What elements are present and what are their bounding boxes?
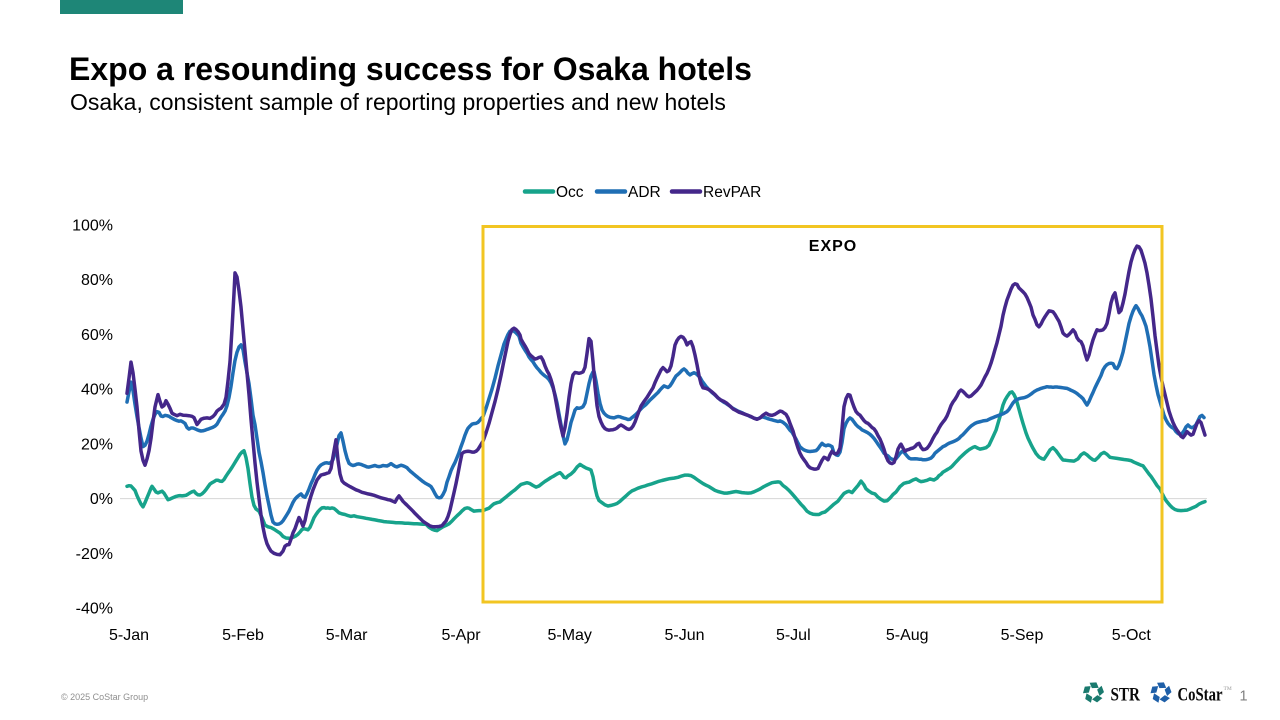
svg-text:5-May: 5-May bbox=[547, 627, 591, 644]
svg-text:5-Sep: 5-Sep bbox=[1001, 627, 1044, 644]
svg-text:0%: 0% bbox=[90, 491, 113, 508]
svg-text:5-Jun: 5-Jun bbox=[664, 627, 704, 644]
svg-text:40%: 40% bbox=[81, 382, 113, 399]
svg-text:5-Mar: 5-Mar bbox=[326, 627, 368, 644]
svg-text:5-Jul: 5-Jul bbox=[776, 627, 811, 644]
svg-text:5-Apr: 5-Apr bbox=[441, 627, 481, 644]
svg-text:RevPAR: RevPAR bbox=[703, 184, 761, 201]
svg-text:100%: 100% bbox=[72, 218, 113, 235]
svg-text:20%: 20% bbox=[81, 436, 113, 453]
svg-text:5-Aug: 5-Aug bbox=[886, 627, 929, 644]
svg-text:ADR: ADR bbox=[628, 184, 661, 201]
svg-text:1: 1 bbox=[1240, 689, 1248, 705]
svg-text:STR: STR bbox=[1111, 685, 1141, 706]
svg-text:5-Feb: 5-Feb bbox=[222, 627, 264, 644]
svg-text:-20%: -20% bbox=[76, 546, 113, 563]
svg-text:5-Oct: 5-Oct bbox=[1112, 627, 1152, 644]
svg-text:EXPO: EXPO bbox=[809, 238, 857, 255]
svg-text:60%: 60% bbox=[81, 327, 113, 344]
svg-text:80%: 80% bbox=[81, 272, 113, 289]
svg-text:CoStar: CoStar bbox=[1178, 685, 1223, 706]
svg-text:5-Jan: 5-Jan bbox=[109, 627, 149, 644]
svg-text:-40%: -40% bbox=[76, 601, 113, 618]
svg-text:Occ: Occ bbox=[556, 184, 584, 201]
svg-text:TM: TM bbox=[1224, 686, 1232, 692]
